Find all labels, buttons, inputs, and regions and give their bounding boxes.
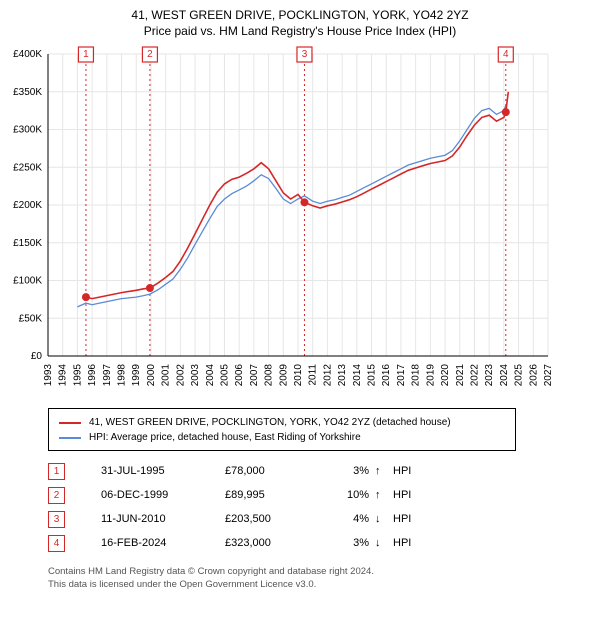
legend-swatch-hpi	[59, 437, 81, 439]
svg-text:2026: 2026	[528, 364, 539, 387]
svg-text:2024: 2024	[499, 364, 510, 387]
svg-text:2027: 2027	[543, 364, 554, 387]
sale-row: 416-FEB-2024£323,0003%↓HPI	[48, 531, 558, 555]
sale-pct: 4%	[325, 513, 375, 525]
sale-pct: 10%	[325, 489, 375, 501]
sale-row: 206-DEC-1999£89,99510%↑HPI	[48, 483, 558, 507]
svg-text:2003: 2003	[190, 364, 201, 387]
footer-line1: Contains HM Land Registry data © Crown c…	[48, 565, 600, 578]
sale-hpi-label: HPI	[393, 489, 433, 501]
sale-price: £203,500	[205, 513, 325, 525]
svg-text:2020: 2020	[440, 364, 451, 387]
svg-text:2014: 2014	[352, 364, 363, 387]
svg-text:1: 1	[83, 49, 89, 60]
sale-marker-1: 1	[48, 463, 65, 480]
sale-pct: 3%	[325, 465, 375, 477]
title-address: 41, WEST GREEN DRIVE, POCKLINGTON, YORK,…	[0, 8, 600, 22]
sale-point-1	[82, 293, 90, 301]
svg-text:4: 4	[503, 49, 509, 60]
sale-row: 131-JUL-1995£78,0003%↑HPI	[48, 459, 558, 483]
chart-container: 41, WEST GREEN DRIVE, POCKLINGTON, YORK,…	[0, 0, 600, 620]
svg-text:2006: 2006	[234, 364, 245, 387]
svg-text:1998: 1998	[117, 364, 128, 387]
svg-text:1993: 1993	[43, 364, 54, 387]
title-subtitle: Price paid vs. HM Land Registry's House …	[0, 24, 600, 38]
svg-text:1997: 1997	[102, 364, 113, 387]
legend-label-hpi: HPI: Average price, detached house, East…	[89, 430, 361, 445]
svg-text:2025: 2025	[514, 364, 525, 387]
svg-text:2015: 2015	[367, 364, 378, 387]
legend-label-price: 41, WEST GREEN DRIVE, POCKLINGTON, YORK,…	[89, 415, 451, 430]
svg-text:2022: 2022	[469, 364, 480, 387]
sale-marker-4: 4	[48, 535, 65, 552]
svg-text:2021: 2021	[455, 364, 466, 387]
title-block: 41, WEST GREEN DRIVE, POCKLINGTON, YORK,…	[0, 0, 600, 42]
svg-text:2017: 2017	[396, 364, 407, 387]
sale-price: £323,000	[205, 537, 325, 549]
sale-point-4	[502, 108, 510, 116]
chart-svg: £0 £50K £100K £150K £200K £250K £300K £350K £400…	[0, 42, 560, 402]
sale-hpi-label: HPI	[393, 465, 433, 477]
svg-text:£50K: £50K	[19, 313, 43, 324]
sale-pct: 3%	[325, 537, 375, 549]
sale-date: 11-JUN-2010	[65, 513, 205, 525]
svg-text:2012: 2012	[322, 364, 333, 387]
svg-text:2001: 2001	[161, 364, 172, 387]
sale-marker-3: 3	[48, 511, 65, 528]
svg-text:2018: 2018	[411, 364, 422, 387]
sale-hpi-label: HPI	[393, 513, 433, 525]
sale-table: 131-JUL-1995£78,0003%↑HPI206-DEC-1999£89…	[48, 459, 558, 555]
svg-text:3: 3	[302, 49, 308, 60]
svg-text:£200K: £200K	[13, 200, 42, 211]
svg-text:1995: 1995	[72, 364, 83, 387]
footer-line2: This data is licensed under the Open Gov…	[48, 578, 600, 591]
svg-text:2002: 2002	[175, 364, 186, 387]
svg-text:1996: 1996	[87, 364, 98, 387]
legend-swatch-price	[59, 422, 81, 424]
sale-date: 31-JUL-1995	[65, 465, 205, 477]
svg-text:2013: 2013	[337, 364, 348, 387]
legend: 41, WEST GREEN DRIVE, POCKLINGTON, YORK,…	[48, 408, 516, 451]
svg-text:2007: 2007	[249, 364, 260, 387]
svg-text:£350K: £350K	[13, 87, 42, 98]
svg-text:2023: 2023	[484, 364, 495, 387]
sale-arrow-icon: ↓	[375, 537, 393, 549]
sale-price: £89,995	[205, 489, 325, 501]
sale-row: 311-JUN-2010£203,5004%↓HPI	[48, 507, 558, 531]
svg-text:£150K: £150K	[13, 238, 42, 249]
svg-text:1994: 1994	[58, 364, 69, 387]
sale-date: 06-DEC-1999	[65, 489, 205, 501]
svg-text:£300K: £300K	[13, 125, 42, 136]
sale-marker-2: 2	[48, 487, 65, 504]
sale-price: £78,000	[205, 465, 325, 477]
svg-text:2005: 2005	[219, 364, 230, 387]
svg-text:1999: 1999	[131, 364, 142, 387]
svg-text:£100K: £100K	[13, 276, 42, 287]
svg-text:2009: 2009	[278, 364, 289, 387]
legend-row-hpi: HPI: Average price, detached house, East…	[59, 430, 505, 445]
svg-text:2: 2	[147, 49, 153, 60]
sale-hpi-label: HPI	[393, 537, 433, 549]
sale-point-3	[300, 198, 308, 206]
svg-text:2010: 2010	[293, 364, 304, 387]
svg-text:£400K: £400K	[13, 49, 42, 60]
sale-point-2	[146, 284, 154, 292]
sale-arrow-icon: ↓	[375, 513, 393, 525]
sale-arrow-icon: ↑	[375, 489, 393, 501]
legend-row-price: 41, WEST GREEN DRIVE, POCKLINGTON, YORK,…	[59, 415, 505, 430]
chart-area: £0 £50K £100K £150K £200K £250K £300K £350K £400…	[0, 42, 600, 402]
svg-text:2019: 2019	[425, 364, 436, 387]
svg-text:£0: £0	[31, 351, 43, 362]
sale-date: 16-FEB-2024	[65, 537, 205, 549]
svg-text:2011: 2011	[308, 364, 319, 386]
svg-text:2000: 2000	[146, 364, 157, 387]
sale-arrow-icon: ↑	[375, 465, 393, 477]
svg-text:2016: 2016	[381, 364, 392, 387]
footer: Contains HM Land Registry data © Crown c…	[48, 565, 600, 592]
svg-text:2004: 2004	[205, 364, 216, 387]
svg-text:2008: 2008	[264, 364, 275, 387]
svg-text:£250K: £250K	[13, 162, 42, 173]
